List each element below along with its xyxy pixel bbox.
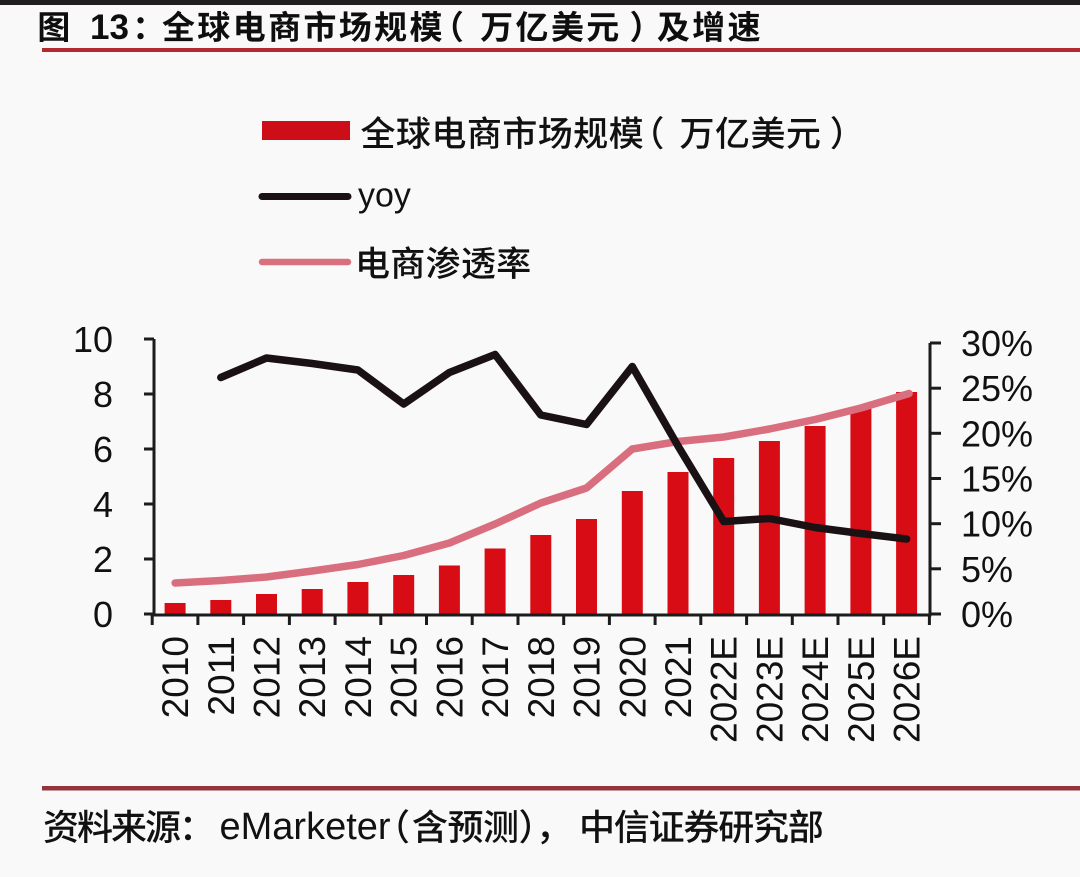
svg-text:2020: 2020 — [612, 636, 653, 718]
svg-text:2014: 2014 — [338, 636, 379, 718]
svg-text:20%: 20% — [961, 413, 1033, 454]
svg-text:13: 13 — [90, 8, 129, 47]
svg-text:0%: 0% — [961, 594, 1013, 635]
svg-text:15%: 15% — [961, 459, 1033, 500]
svg-text:2012: 2012 — [247, 636, 288, 718]
svg-text:0: 0 — [93, 594, 113, 635]
svg-text:2016: 2016 — [429, 636, 470, 718]
svg-text:10: 10 — [73, 319, 113, 360]
svg-text:2021: 2021 — [658, 636, 699, 718]
svg-text:2025E: 2025E — [841, 636, 882, 743]
svg-text:2010: 2010 — [155, 636, 196, 718]
svg-text:25%: 25% — [961, 368, 1033, 409]
svg-text:8: 8 — [93, 374, 113, 415]
svg-text:2011: 2011 — [201, 636, 242, 716]
svg-text:2019: 2019 — [567, 636, 608, 718]
svg-text:2018: 2018 — [521, 636, 562, 718]
svg-text:10%: 10% — [961, 504, 1033, 545]
svg-text:2: 2 — [93, 539, 113, 580]
svg-text:30%: 30% — [961, 323, 1033, 364]
svg-text:5%: 5% — [961, 549, 1013, 590]
svg-text:2026E: 2026E — [887, 636, 928, 743]
svg-text:2024E: 2024E — [795, 636, 836, 743]
svg-text:2023E: 2023E — [749, 636, 790, 743]
svg-text:2015: 2015 — [384, 636, 425, 718]
svg-text:2013: 2013 — [292, 636, 333, 718]
svg-text:4: 4 — [93, 484, 113, 525]
svg-text:2022E: 2022E — [704, 636, 745, 743]
svg-text:2017: 2017 — [475, 636, 516, 718]
svg-text:yoy: yoy — [358, 177, 411, 215]
svg-text:eMarketer: eMarketer — [220, 806, 391, 848]
svg-text:6: 6 — [93, 429, 113, 470]
